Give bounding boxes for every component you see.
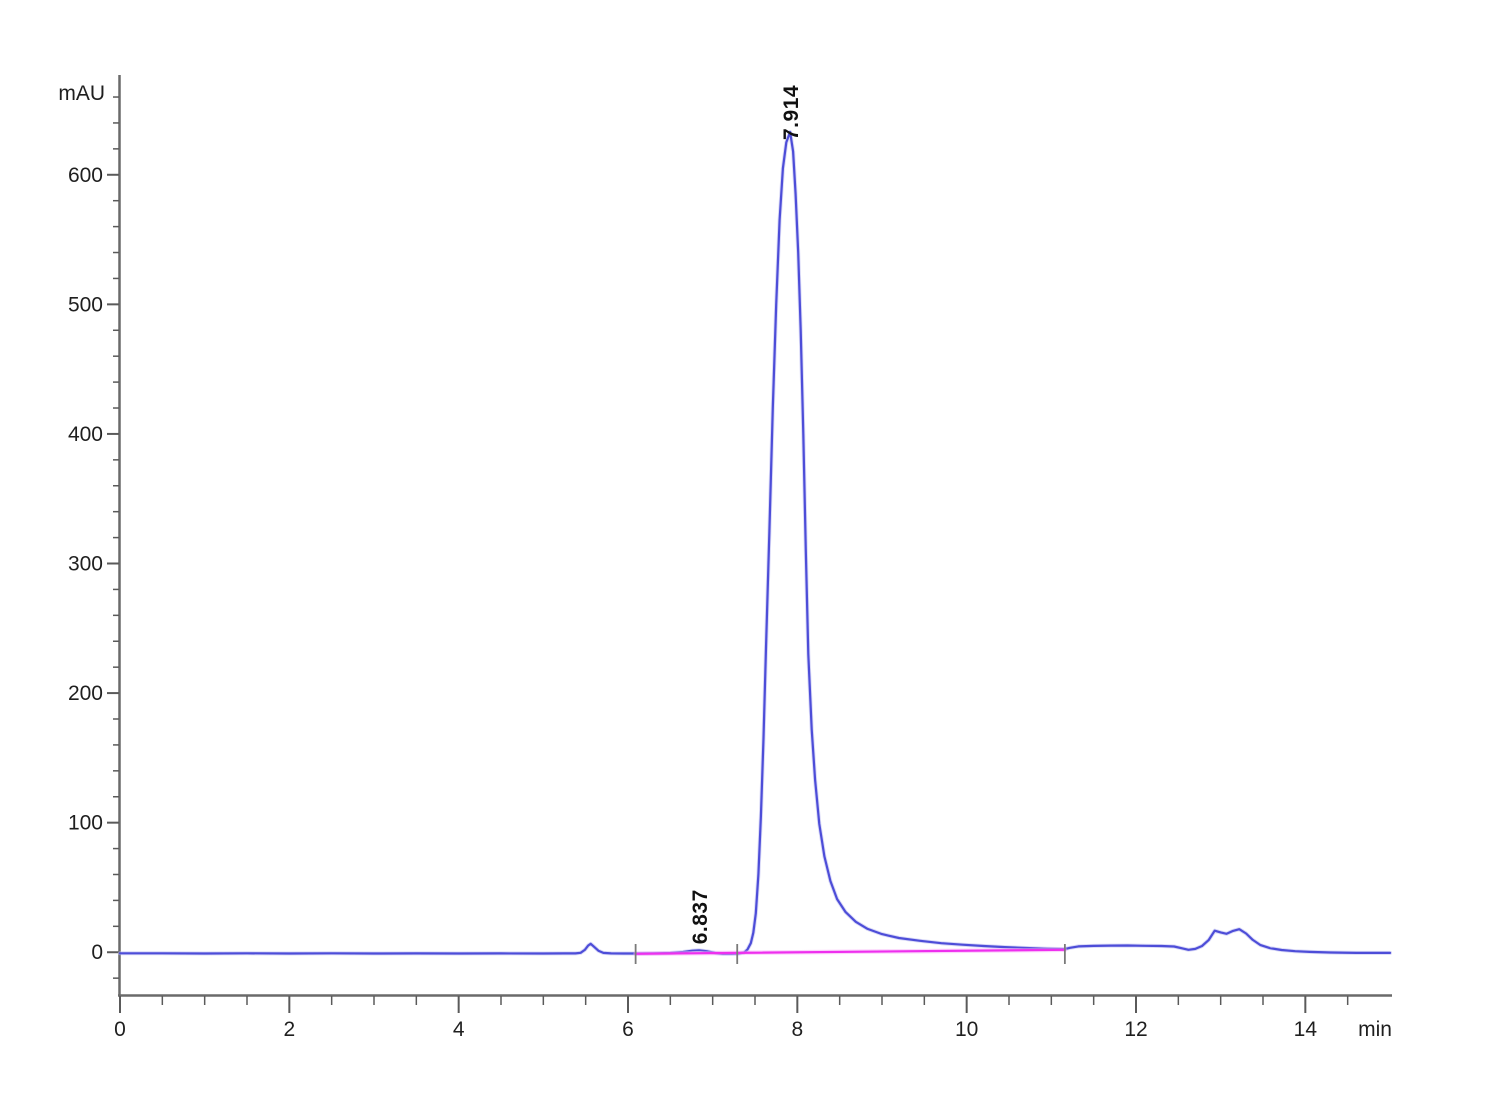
x-tick-label: 10	[955, 1018, 978, 1041]
integration-baseline	[634, 948, 1067, 955]
y-tick-label: 300	[68, 553, 103, 576]
y-axis-unit-label: mAU	[58, 82, 105, 105]
x-tick-label: 4	[453, 1018, 465, 1041]
x-tick-label: 14	[1294, 1018, 1318, 1041]
x-tick-label: 8	[791, 1018, 803, 1041]
x-tick-label: 0	[114, 1018, 126, 1041]
peak-retention-label: 6.837	[689, 889, 712, 944]
x-tick-label: 6	[622, 1018, 634, 1041]
signal-trace	[118, 130, 1392, 956]
y-tick-label: 100	[68, 812, 103, 835]
y-tick-label: 600	[68, 164, 103, 187]
y-tick-label: 400	[68, 423, 103, 446]
y-tick-label: 0	[91, 941, 103, 964]
signal-trace-halo	[118, 130, 1392, 956]
y-tick-label: 200	[68, 682, 103, 705]
x-tick-label: 2	[283, 1018, 295, 1041]
x-tick-label: 12	[1124, 1018, 1147, 1041]
y-tick-label: 500	[68, 293, 103, 316]
peak-retention-label: 7.914	[780, 85, 803, 140]
x-axis-unit-label: min	[1358, 1018, 1392, 1041]
